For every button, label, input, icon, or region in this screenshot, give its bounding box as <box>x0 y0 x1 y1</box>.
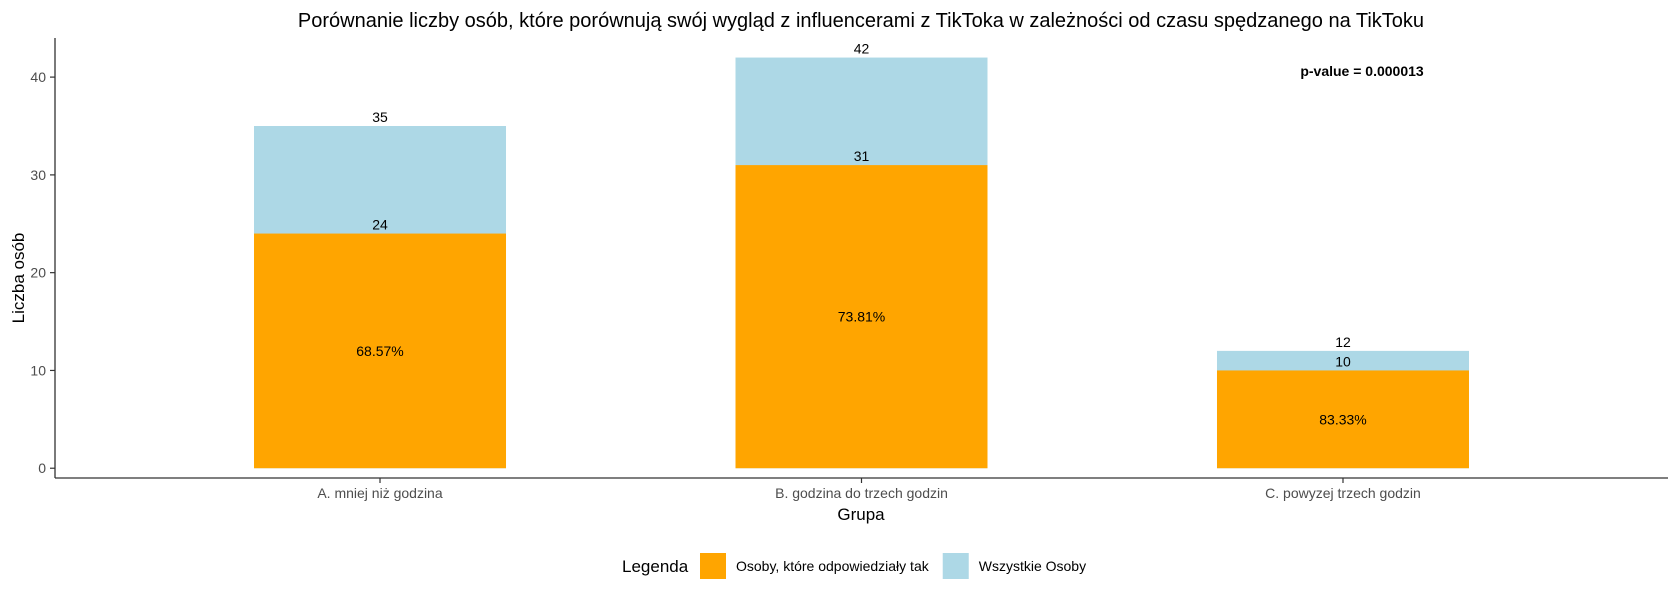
bar-labels: 35 24 68.57% 42 31 73.81% 12 10 83.33% <box>356 41 1366 428</box>
total-label: 35 <box>372 109 388 125</box>
legend: Legenda Osoby, które odpowiedziały tak Wsz… <box>622 553 1086 579</box>
bar-yes-1 <box>735 165 988 469</box>
percent-label: 73.81% <box>838 309 885 325</box>
y-tick-label: 10 <box>30 362 46 378</box>
axes: 0 10 20 30 40 A. mniej niż godzina B. godzina … <box>30 38 1668 501</box>
x-tick-label: B. godzina do trzech godzin <box>775 485 948 501</box>
yes-label: 24 <box>372 217 388 233</box>
x-tick-label: C. powyzej trzech godzin <box>1265 485 1421 501</box>
yes-label: 10 <box>1335 353 1351 369</box>
x-tick-label: A. mniej niż godzina <box>317 485 443 501</box>
chart-title: Porównanie liczby osób, które porównują … <box>298 10 1424 32</box>
bar-yes-2 <box>1216 370 1469 469</box>
y-tick-label: 40 <box>30 69 46 85</box>
legend-label: Wszystkie Osoby <box>979 558 1086 574</box>
legend-title: Legenda <box>622 557 689 576</box>
yes-label: 31 <box>854 148 870 164</box>
total-label: 12 <box>1335 334 1351 350</box>
percent-label: 68.57% <box>356 343 403 359</box>
x-axis-label: Grupa <box>837 505 885 524</box>
total-label: 42 <box>854 41 870 57</box>
legend-swatch <box>700 553 726 579</box>
y-tick-label: 20 <box>30 265 46 281</box>
bars <box>254 57 1469 469</box>
p-value-annotation: p-value = 0.000013 <box>1300 63 1424 79</box>
legend-swatch <box>942 553 969 579</box>
bar-yes-0 <box>254 233 507 469</box>
y-tick-label: 30 <box>30 167 46 183</box>
y-axis-label: Liczba osób <box>9 233 28 324</box>
percent-label: 83.33% <box>1319 411 1366 427</box>
legend-label: Osoby, które odpowiedziały tak <box>736 558 930 574</box>
y-tick-label: 0 <box>38 460 46 476</box>
